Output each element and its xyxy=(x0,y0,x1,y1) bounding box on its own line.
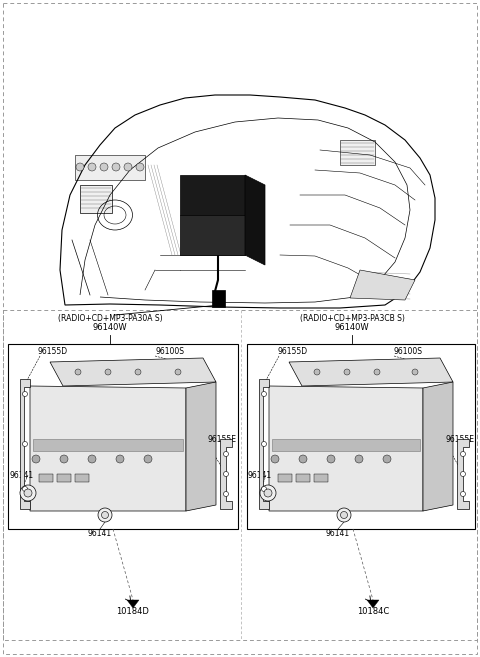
Text: 96155D: 96155D xyxy=(38,348,68,357)
Circle shape xyxy=(262,486,266,491)
Polygon shape xyxy=(245,175,265,265)
Polygon shape xyxy=(457,439,469,509)
Bar xyxy=(33,439,183,451)
Polygon shape xyxy=(30,386,186,511)
Circle shape xyxy=(88,455,96,463)
Circle shape xyxy=(175,369,181,375)
Circle shape xyxy=(88,163,96,171)
Circle shape xyxy=(224,451,228,457)
Polygon shape xyxy=(367,600,379,608)
Circle shape xyxy=(262,392,266,397)
Circle shape xyxy=(264,489,272,497)
Bar xyxy=(57,474,71,482)
Text: 96141: 96141 xyxy=(10,470,34,480)
Circle shape xyxy=(299,455,307,463)
Bar xyxy=(314,474,328,482)
Text: 10184C: 10184C xyxy=(357,608,389,616)
Circle shape xyxy=(24,489,32,497)
Text: 96100S: 96100S xyxy=(394,348,423,357)
Circle shape xyxy=(75,369,81,375)
Circle shape xyxy=(412,369,418,375)
Circle shape xyxy=(460,491,466,497)
Polygon shape xyxy=(350,270,415,300)
Circle shape xyxy=(135,369,141,375)
Circle shape xyxy=(112,163,120,171)
Polygon shape xyxy=(186,382,216,511)
Bar xyxy=(296,474,310,482)
Polygon shape xyxy=(259,379,269,509)
Circle shape xyxy=(460,472,466,476)
Circle shape xyxy=(20,485,36,501)
Bar xyxy=(340,140,375,165)
Circle shape xyxy=(32,455,40,463)
Text: (RADIO+CD+MP3-PA3CB S): (RADIO+CD+MP3-PA3CB S) xyxy=(300,313,405,323)
Text: 96100S: 96100S xyxy=(155,348,184,357)
Circle shape xyxy=(262,442,266,447)
Text: 96155E: 96155E xyxy=(207,436,236,445)
Circle shape xyxy=(105,369,111,375)
Polygon shape xyxy=(289,358,453,386)
Circle shape xyxy=(100,163,108,171)
Circle shape xyxy=(327,455,335,463)
Circle shape xyxy=(355,455,363,463)
Polygon shape xyxy=(50,358,216,386)
Circle shape xyxy=(224,472,228,476)
Circle shape xyxy=(76,163,84,171)
Circle shape xyxy=(340,512,348,518)
Text: (RADIO+CD+MP3-PA30A S): (RADIO+CD+MP3-PA30A S) xyxy=(58,313,162,323)
Circle shape xyxy=(344,369,350,375)
Circle shape xyxy=(116,455,124,463)
Polygon shape xyxy=(269,386,423,511)
Polygon shape xyxy=(127,600,139,608)
Circle shape xyxy=(460,451,466,457)
Bar xyxy=(278,474,292,482)
Circle shape xyxy=(314,369,320,375)
Circle shape xyxy=(260,485,276,501)
Circle shape xyxy=(136,163,144,171)
Circle shape xyxy=(124,163,132,171)
Text: 96141: 96141 xyxy=(88,528,112,537)
Polygon shape xyxy=(220,439,232,509)
Polygon shape xyxy=(423,382,453,511)
Circle shape xyxy=(374,369,380,375)
Circle shape xyxy=(23,442,27,447)
Bar xyxy=(8,344,238,529)
Circle shape xyxy=(101,512,108,518)
Circle shape xyxy=(271,455,279,463)
Polygon shape xyxy=(212,290,225,307)
Bar xyxy=(80,185,112,213)
Circle shape xyxy=(224,491,228,497)
Text: 96141: 96141 xyxy=(248,470,272,480)
Text: 96155E: 96155E xyxy=(446,436,475,445)
Bar xyxy=(75,474,89,482)
Circle shape xyxy=(98,508,112,522)
Bar xyxy=(272,439,420,451)
Bar xyxy=(75,155,145,180)
Text: 10184D: 10184D xyxy=(117,608,149,616)
Circle shape xyxy=(337,508,351,522)
Polygon shape xyxy=(20,379,30,509)
Polygon shape xyxy=(180,175,245,215)
Bar xyxy=(3,310,477,640)
Circle shape xyxy=(60,455,68,463)
Bar xyxy=(247,344,475,529)
Text: 96140W: 96140W xyxy=(335,323,369,332)
Bar xyxy=(39,474,53,482)
Circle shape xyxy=(383,455,391,463)
Text: 96140W: 96140W xyxy=(93,323,127,332)
Circle shape xyxy=(144,455,152,463)
Text: 96155D: 96155D xyxy=(277,348,307,357)
Circle shape xyxy=(23,486,27,491)
Text: 96141: 96141 xyxy=(326,528,350,537)
Polygon shape xyxy=(180,215,245,255)
Circle shape xyxy=(23,392,27,397)
